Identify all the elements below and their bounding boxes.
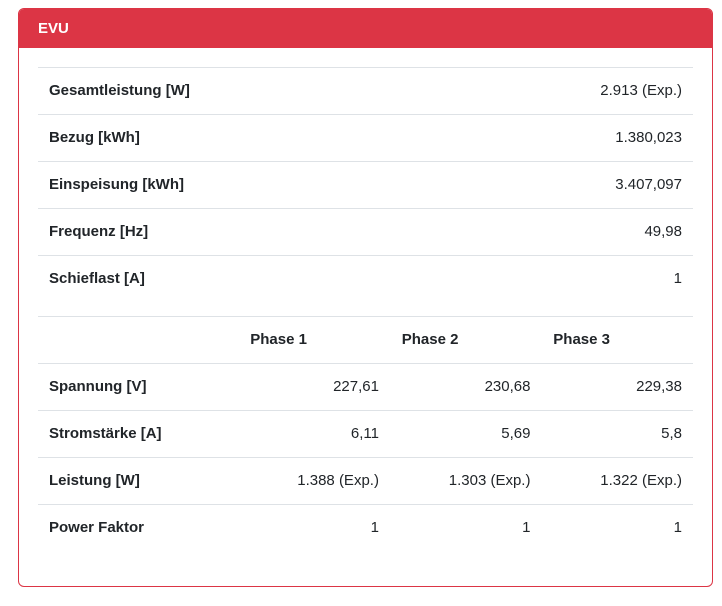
phase-table: Phase 1 Phase 2 Phase 3 Spannung [V] 227… — [38, 316, 693, 551]
table-row: Spannung [V] 227,61 230,68 229,38 — [38, 363, 693, 411]
card-body: Gesamtleistung [W] 2.913 (Exp.) Bezug [k… — [19, 48, 712, 586]
row-label-power-faktor: Power Faktor — [49, 519, 145, 536]
value-power-faktor-phase-2: 1 — [522, 519, 531, 536]
value-schieflast: 1 — [673, 270, 682, 287]
value-power-faktor-phase-3: 1 — [673, 519, 682, 536]
row-label-stromstaerke: Stromstärke [A] — [49, 425, 162, 442]
value-spannung-phase-1: 227,61 — [333, 378, 379, 395]
phase-header-row: Phase 1 Phase 2 Phase 3 — [38, 316, 693, 364]
table-row: Einspeisung [kWh] 3.407,097 — [38, 161, 693, 209]
table-row: Stromstärke [A] 6,11 5,69 5,8 — [38, 410, 693, 458]
column-header-phase-3: Phase 3 — [553, 331, 610, 348]
card-title: EVU — [38, 20, 69, 37]
value-stromstaerke-phase-2: 5,69 — [501, 425, 531, 442]
value-spannung-phase-2: 230,68 — [484, 378, 531, 395]
row-label-gesamtleistung: Gesamtleistung [W] — [49, 82, 190, 99]
value-einspeisung: 3.407,097 — [615, 176, 682, 193]
row-label-spannung: Spannung [V] — [49, 378, 147, 395]
table-row: Schieflast [A] 1 — [38, 255, 693, 303]
phase-header-empty-cell — [38, 317, 238, 364]
value-bezug: 1.380,023 — [615, 129, 682, 146]
value-leistung-phase-2: 1.303 (Exp.) — [448, 472, 531, 489]
value-leistung-phase-3: 1.322 (Exp.) — [600, 472, 682, 489]
table-row: Gesamtleistung [W] 2.913 (Exp.) — [38, 67, 693, 115]
row-label-leistung: Leistung [W] — [49, 472, 140, 489]
value-gesamtleistung: 2.913 (Exp.) — [600, 82, 682, 99]
table-row: Frequenz [Hz] 49,98 — [38, 208, 693, 256]
row-label-frequenz: Frequenz [Hz] — [49, 223, 149, 240]
summary-table: Gesamtleistung [W] 2.913 (Exp.) Bezug [k… — [38, 67, 693, 302]
column-header-phase-1: Phase 1 — [250, 331, 307, 348]
value-leistung-phase-1: 1.388 (Exp.) — [297, 472, 379, 489]
table-row: Bezug [kWh] 1.380,023 — [38, 114, 693, 162]
evu-card: EVU Gesamtleistung [W] 2.913 (Exp.) Bezu… — [18, 8, 713, 587]
value-power-faktor-phase-1: 1 — [370, 519, 379, 536]
column-header-phase-2: Phase 2 — [401, 331, 459, 348]
value-stromstaerke-phase-3: 5,8 — [661, 425, 682, 442]
row-label-bezug: Bezug [kWh] — [49, 129, 140, 146]
card-header: EVU — [19, 9, 712, 48]
row-label-schieflast: Schieflast [A] — [49, 270, 145, 287]
table-row: Power Faktor 1 1 1 — [38, 504, 693, 552]
value-frequenz: 49,98 — [644, 223, 682, 240]
value-spannung-phase-3: 229,38 — [636, 378, 682, 395]
value-stromstaerke-phase-1: 6,11 — [350, 425, 379, 442]
table-row: Leistung [W] 1.388 (Exp.) 1.303 (Exp.) 1… — [38, 457, 693, 505]
row-label-einspeisung: Einspeisung [kWh] — [49, 176, 184, 193]
